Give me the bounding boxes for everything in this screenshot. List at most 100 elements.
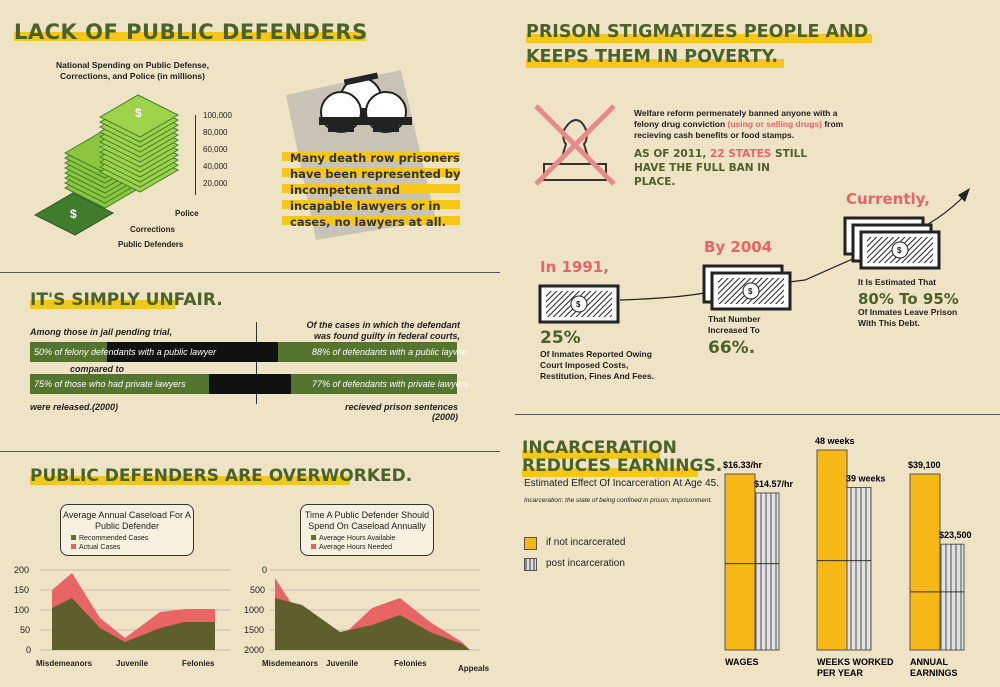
legend-swatch-not-incarcerated <box>524 537 537 550</box>
compared-text: compared to <box>70 364 125 374</box>
svg-text:$: $ <box>897 246 902 255</box>
y-tick: 150 <box>14 585 30 595</box>
private-released-bar <box>208 374 291 394</box>
unfair-left-footer: were released.(2000) <box>30 402 119 412</box>
row2-right-label: 77% of defendants with private lawyers <box>312 379 469 389</box>
y-tick: 2000 <box>244 645 265 655</box>
legend-swatch <box>71 535 76 540</box>
divider <box>515 414 1000 415</box>
pct-25: 25% <box>540 328 581 348</box>
bar-not-incarcerated <box>724 473 756 651</box>
x-label: Misdemeanors <box>36 659 93 668</box>
public-released-bar <box>106 342 278 362</box>
center-axis <box>256 322 257 404</box>
y-tick: 1000 <box>244 605 265 615</box>
x-label: Appeals <box>458 664 490 673</box>
value-label-post: $23,500 <box>939 530 972 540</box>
legend-item: Average Hours Available <box>311 535 395 542</box>
death-row-text: Many death row prisoners have been repre… <box>290 151 461 229</box>
section-title-stigma-2: KEEPS THEM IN POVERTY. <box>526 47 779 67</box>
money-stacks-illustration: $$$ <box>33 94 180 236</box>
y-tick: 500 <box>250 585 266 595</box>
section-title-unfair: IT'S SIMPLY UNFAIR. <box>30 290 223 310</box>
y-tick: 1500 <box>244 625 265 635</box>
states-text: AS OF 2011, 22 STATES STILL HAVE THE FUL… <box>634 147 814 189</box>
value-label-post: 39 weeks <box>846 474 886 484</box>
pct-66: 66%. <box>708 338 756 358</box>
incarceration-definition: Incarceration: the state of being confin… <box>524 497 713 504</box>
bar-not-incarcerated <box>909 473 941 651</box>
hours-bubble: Time A Public Defender Should Spend On C… <box>300 504 434 556</box>
tick-label: 40,000 <box>203 162 228 171</box>
value-label-post: $14.57/hr <box>754 479 794 489</box>
section-title-overworked: PUBLIC DEFENDERS ARE OVERWORKED. <box>30 466 413 486</box>
tick-label: 80,000 <box>203 128 228 137</box>
y-tick: 100 <box>14 605 30 615</box>
currently-label: Currently, <box>846 190 930 208</box>
value-label-not-incarcerated: 48 weeks <box>815 436 855 446</box>
pct-80-95: 80% To 95% <box>858 290 959 308</box>
desc-80: Of Inmates Leave Prison With This Debt. <box>858 307 958 328</box>
legend-item: Recommended Cases <box>71 535 148 542</box>
y-tick: 0 <box>26 645 32 655</box>
states-text-a: AS OF 2011, <box>634 148 710 160</box>
legend-label-not-incarcerated: if not incarcerated <box>546 537 626 548</box>
x-label: Juvenile <box>326 659 359 668</box>
legend-label: Average Hours Available <box>319 535 396 542</box>
legend-label: Average Hours Needed <box>319 544 393 551</box>
title-highlight <box>30 300 175 309</box>
section-title-earnings-2: REDUCES EARNINGS. <box>522 456 723 476</box>
section-title-stigma-1: PRISON STIGMATIZES PEOPLE AND <box>526 22 869 42</box>
desc-25: Of Inmates Reported Owing Court Imposed … <box>540 349 654 381</box>
legend-swatch <box>71 544 76 549</box>
trend-line <box>619 191 969 301</box>
section-title-earnings-1: INCARCERATION <box>522 438 677 458</box>
recommended-cases-area <box>52 598 215 650</box>
category-label: WAGES <box>725 657 759 667</box>
unfair-left-header: Among those in jail pending trial, <box>30 327 173 337</box>
tick-label: 60,000 <box>203 145 228 154</box>
x-label: Felonies <box>394 659 427 668</box>
dollar-icon: $ <box>70 207 77 221</box>
category-label: PER YEAR <box>817 668 863 678</box>
bar-post-incarceration <box>754 492 780 651</box>
row1-right-label: 88% of defendants with a public laywer <box>312 347 468 357</box>
label-corrections: Corrections <box>130 225 175 234</box>
censor-bar <box>319 117 412 125</box>
stamp-crossed-icon <box>534 104 616 186</box>
hours-chart <box>270 569 480 651</box>
money-bill <box>33 192 115 236</box>
welfare-text-c: from recieving cash benefits or food sta… <box>634 119 844 140</box>
hours-available-area <box>275 598 470 650</box>
title-highlight <box>14 32 366 41</box>
bar-not-incarcerated <box>816 449 848 651</box>
bar-post-incarceration <box>846 487 872 651</box>
spending-title: National Spending on Public Defense, Cor… <box>55 60 210 81</box>
legend-label: Actual Cases <box>79 544 121 551</box>
hours-bubble-title: Time A Public Defender Should Spend On C… <box>304 510 430 531</box>
tick-label: 100,000 <box>203 111 232 120</box>
value-label-not-incarcerated: $16.33/hr <box>723 460 763 470</box>
debt-trend-illustration: $ $ $ <box>538 188 970 324</box>
states-count: 22 STATES <box>709 148 772 160</box>
dollar-icon: $ <box>135 106 142 120</box>
category-label: WEEKS WORKED <box>817 657 894 667</box>
label-public-defenders: Public Defenders <box>118 240 184 249</box>
divider <box>0 451 500 452</box>
svg-text:$: $ <box>748 287 753 296</box>
bill-stack-icon: $ <box>843 216 941 270</box>
title-highlight <box>522 468 698 477</box>
y-tick: 200 <box>14 565 30 575</box>
legend-item: Average Hours Needed <box>311 544 392 551</box>
row1-left-label: 50% of felony defendants with a public l… <box>34 347 217 357</box>
year-2004: By 2004 <box>704 238 773 256</box>
welfare-text: Welfare reform permenately banned anyone… <box>634 108 852 141</box>
estimated-label: It Is Estimated That <box>858 277 936 287</box>
legend-swatch-post <box>524 558 537 571</box>
x-label: Juvenile <box>116 659 149 668</box>
row2-left-label: 75% of those who had private lawyers <box>34 379 186 389</box>
tick-label: 20,000 <box>203 179 228 188</box>
earnings-subtitle: Estimated Effect Of Incarceration At Age… <box>524 478 719 489</box>
welfare-text-a: Welfare reform permenately banned anyone… <box>634 108 838 129</box>
legend-swatch <box>311 544 316 549</box>
